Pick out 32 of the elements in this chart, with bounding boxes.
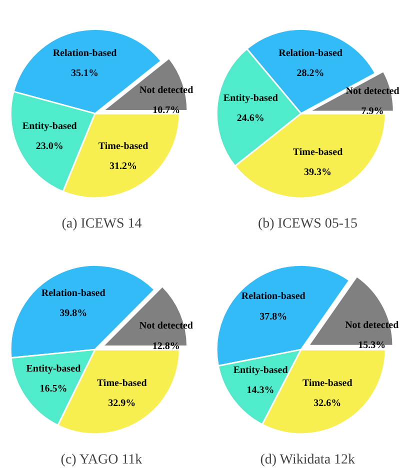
slice-label: Entity-based [26,364,82,375]
slice-label: Time-based [292,146,344,158]
data-label: 37.8% [260,311,288,322]
slice-label: Time-based [302,378,353,390]
slice-label: Time-based [96,378,148,389]
text: (a) ICEWS 14 [62,216,142,232]
data-label: 7.9% [361,106,384,117]
slice-label: Time-based [98,140,149,152]
slice-label: Relation-based [278,48,343,59]
data-label: 16.5% [40,384,68,395]
slice-label: Relation-based [41,288,106,299]
data-label: 28.2% [296,68,324,79]
data-label: 32.6% [314,398,342,410]
data-label: 15.3% [358,340,386,352]
slice-label: Entity-based [22,121,78,132]
slice-label: Entity-based [233,365,288,376]
data-label: 24.6% [236,113,264,124]
data-label: 31.2% [110,161,138,172]
data-label: 32.9% [108,398,136,409]
data-label: 10.7% [152,105,180,116]
text: (d) Wikidata 12k [260,452,356,468]
data-label: 23.0% [36,141,64,152]
text: (b) ICEWS 05-15 [258,216,358,232]
data-label: 14.3% [246,385,274,396]
slice-label: Relation-based [52,48,118,59]
text: (c) YAGO 11k [60,452,142,468]
data-label: 12.8% [152,340,180,352]
data-label: 39.3% [304,166,332,178]
data-label: 39.8% [60,308,88,319]
data-label: 35.1% [71,68,99,80]
slice-label: Relation-based [241,291,306,302]
slice-label: Entity-based [223,93,278,104]
